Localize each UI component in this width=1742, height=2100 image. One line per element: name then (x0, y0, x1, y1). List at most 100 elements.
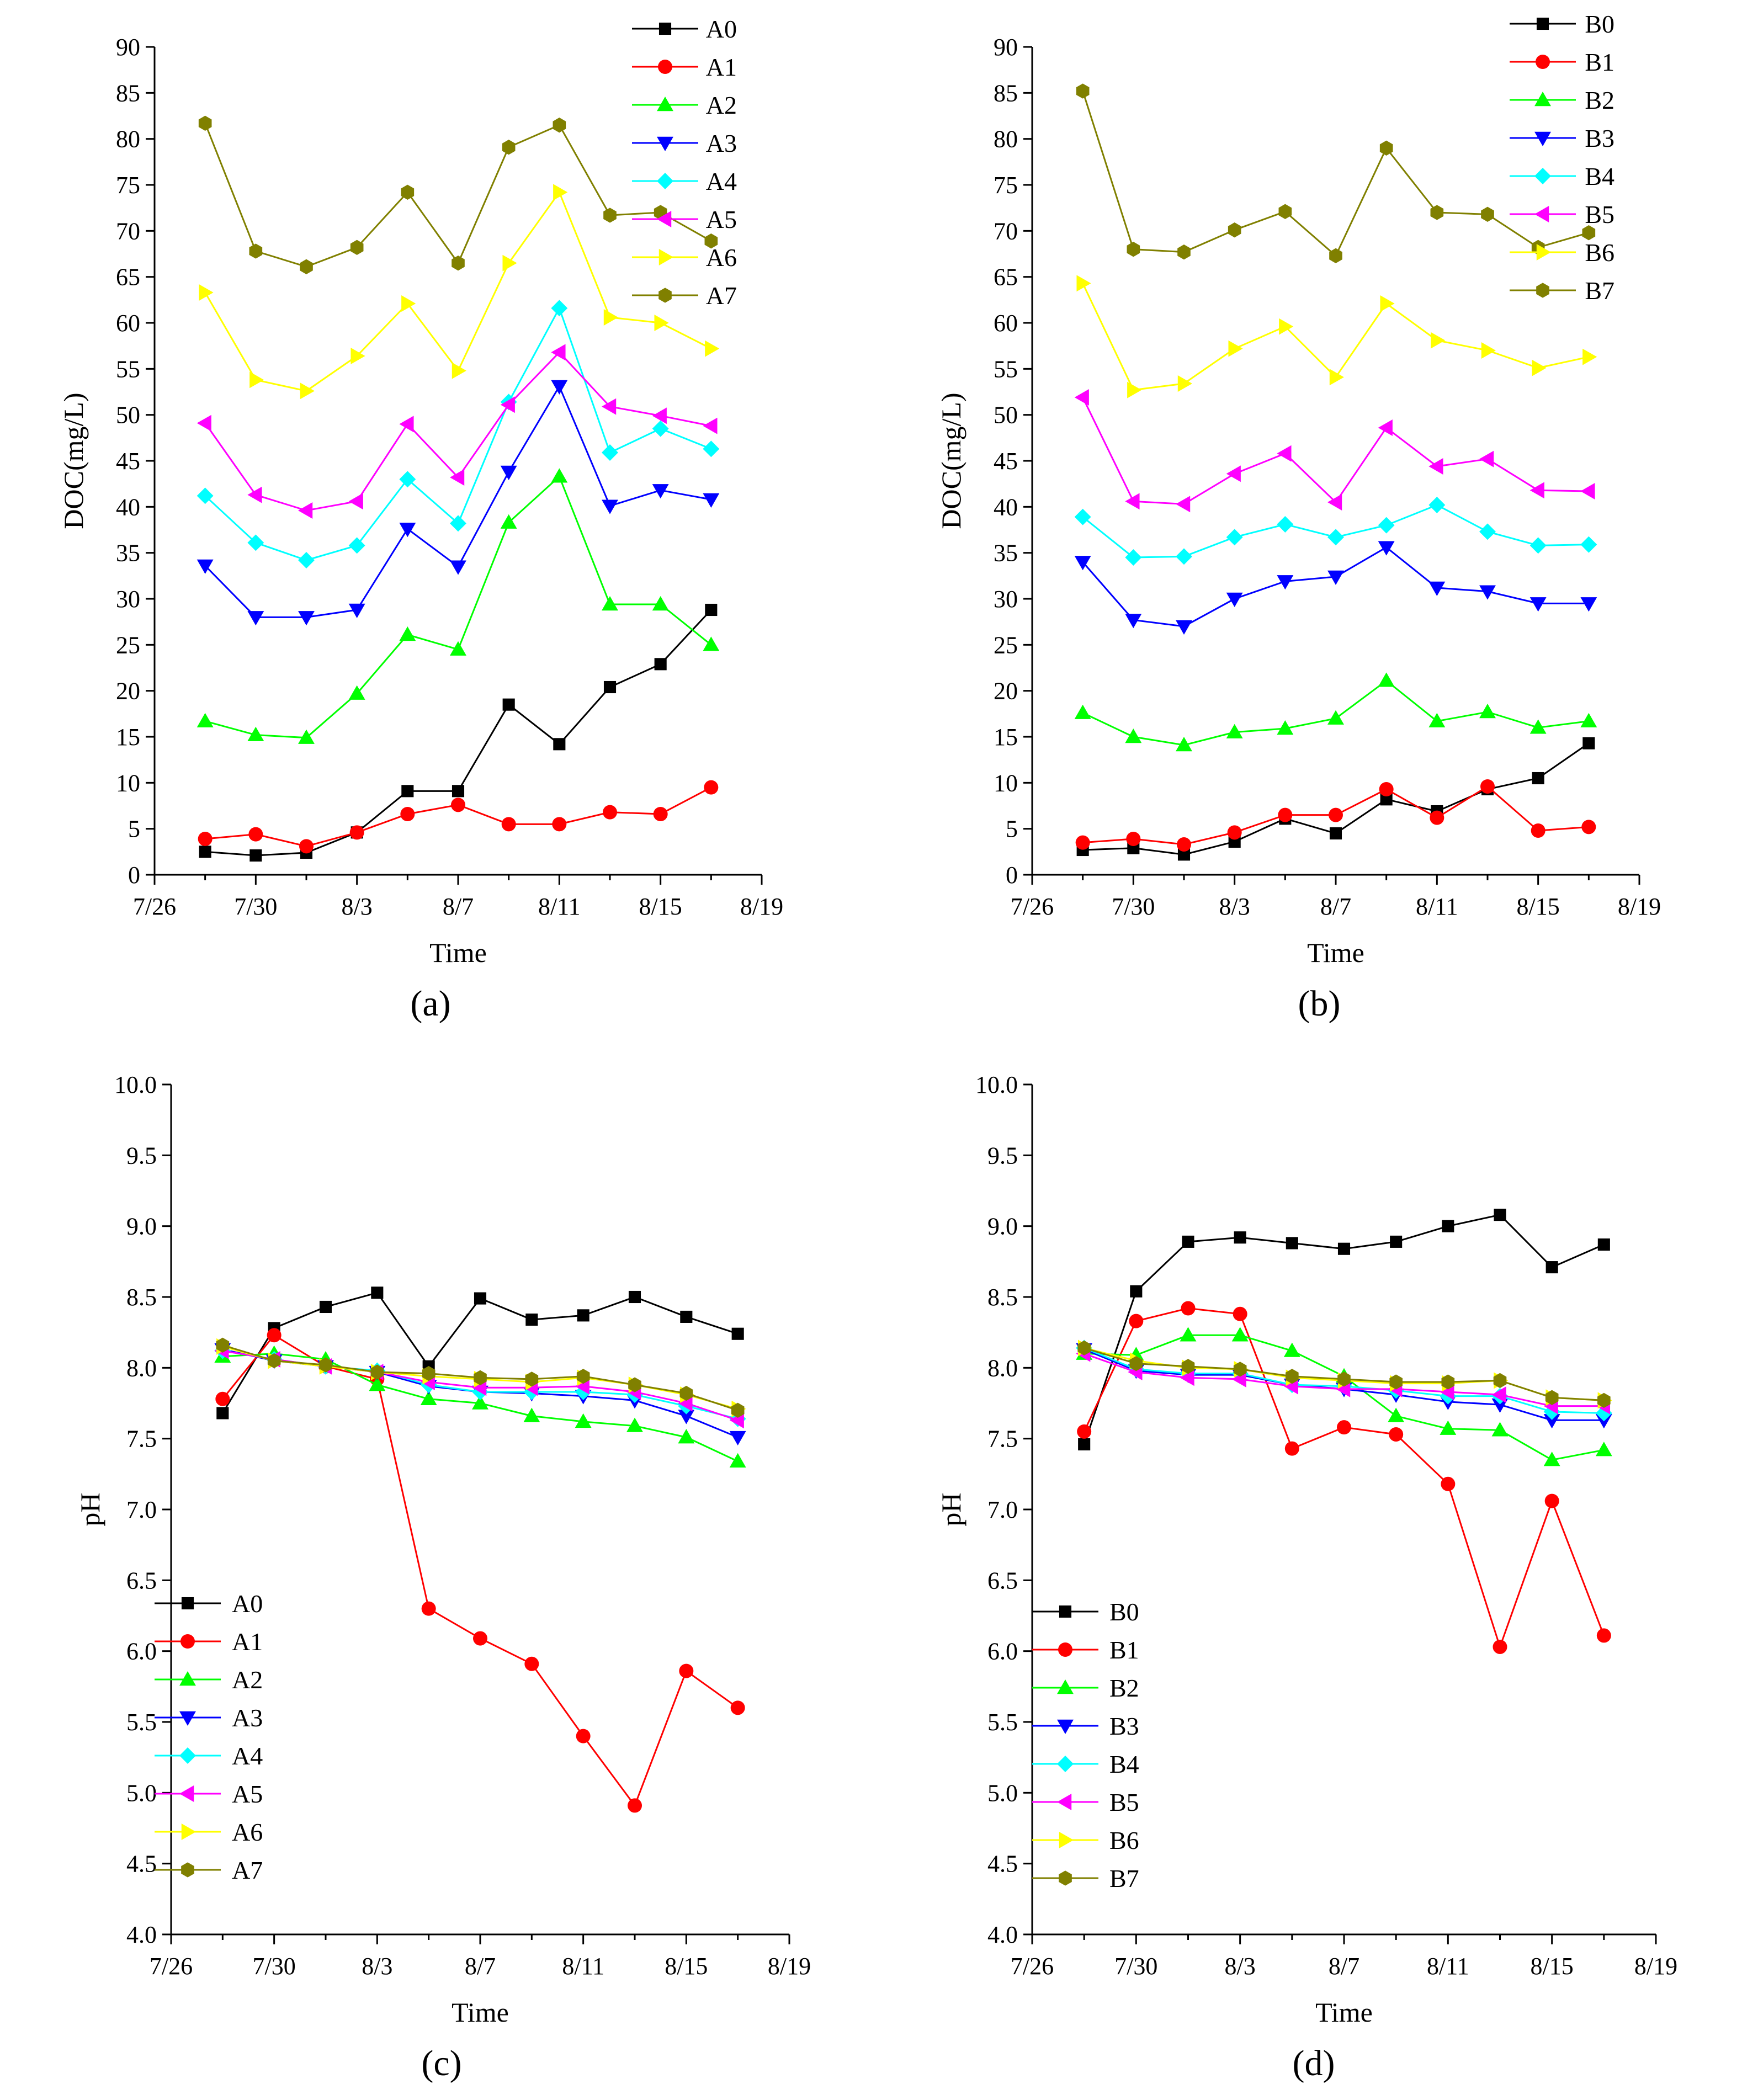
y-tick-label: 5 (1006, 816, 1018, 843)
legend-label: B6 (1585, 238, 1614, 267)
y-tick-label: 9.0 (987, 1213, 1018, 1240)
data-point-A7 (267, 1353, 281, 1369)
legend-label: A7 (232, 1856, 263, 1884)
data-point-A2 (729, 1453, 746, 1468)
data-point-A7 (422, 1365, 435, 1381)
data-point-B5 (1176, 496, 1191, 513)
data-point-A7 (576, 1369, 590, 1384)
series-B7 (1076, 83, 1596, 263)
legend-label: A5 (232, 1780, 263, 1808)
data-point-A7 (502, 140, 516, 155)
data-point-A2 (472, 1395, 488, 1410)
legend-item-B7: B7 (1510, 277, 1614, 305)
y-tick-label: 6.0 (987, 1638, 1018, 1665)
y-axis-title: pH (75, 1492, 105, 1526)
data-point-B1 (1544, 1493, 1559, 1508)
data-point-B4 (1074, 508, 1091, 525)
data-point-B1 (1181, 1301, 1196, 1316)
y-tick-label: 9.0 (126, 1213, 157, 1240)
data-point-B2 (1074, 704, 1091, 719)
x-tick-label: 7/26 (133, 893, 176, 920)
legend-item-A3: A3 (155, 1704, 263, 1732)
legend: A0 A1 A2 A3 A4 A5 A6 A7 (155, 1589, 263, 1884)
data-point-A4 (703, 440, 720, 458)
data-point-B2 (1125, 729, 1142, 743)
data-point-B4 (1125, 549, 1142, 566)
data-point-B3 (1226, 592, 1243, 607)
data-point-A7 (603, 208, 617, 223)
legend-label: A4 (232, 1742, 263, 1770)
data-point-A3 (729, 1431, 746, 1446)
legend-item-B3: B3 (1032, 1712, 1139, 1740)
data-point-A2 (602, 596, 618, 611)
data-point-A7 (198, 115, 212, 131)
data-point-B1 (1284, 1441, 1299, 1456)
data-point-A3 (298, 611, 315, 626)
data-point-B7 (1233, 1362, 1247, 1377)
data-point-B1 (1278, 807, 1293, 822)
data-point-A0 (577, 1309, 589, 1322)
data-point-A2 (551, 468, 568, 483)
legend-label: B6 (1109, 1826, 1139, 1854)
data-point-B2 (1226, 724, 1243, 738)
data-point-A3 (348, 603, 365, 618)
legend-item-B2: B2 (1032, 1674, 1139, 1702)
data-point-B7 (1545, 1390, 1559, 1405)
data-point-B0 (1390, 1235, 1403, 1248)
data-point-B0 (1337, 1242, 1351, 1255)
data-point-B0 (1380, 793, 1393, 806)
series-A0 (216, 1286, 744, 1420)
data-point-B1 (1493, 1639, 1507, 1654)
data-point-B1 (1379, 782, 1394, 796)
data-point-A2 (450, 641, 466, 656)
data-point-B2 (1428, 713, 1446, 727)
data-point-B6 (1380, 295, 1395, 312)
panel-label: (d) (1293, 2043, 1335, 2083)
data-point-B2 (1176, 737, 1192, 752)
legend-item-A0: A0 (632, 15, 737, 43)
data-point-B1 (1441, 1476, 1456, 1491)
data-point-A3 (247, 611, 264, 626)
data-point-B0 (1546, 1261, 1558, 1274)
x-tick-label: 8/3 (1219, 893, 1250, 920)
data-point-B1 (1480, 779, 1495, 794)
y-tick-label: 4.5 (126, 1851, 157, 1878)
data-point-B2 (1231, 1327, 1249, 1342)
legend-label: B7 (1109, 1864, 1139, 1892)
data-point-A3 (602, 499, 618, 514)
data-point-B1 (1337, 1420, 1351, 1435)
legend-label: B3 (1585, 124, 1614, 152)
data-point-A7 (704, 233, 718, 249)
data-point-A4 (450, 515, 466, 532)
data-point-A7 (452, 256, 465, 271)
data-point-B7 (1329, 248, 1342, 263)
data-point-B5 (1327, 494, 1342, 511)
legend-label: B7 (1585, 277, 1614, 305)
data-point-B2 (1277, 720, 1294, 735)
x-axis-title: Time (1315, 1997, 1373, 2028)
legend-item-B5: B5 (1032, 1788, 1139, 1816)
data-point-B6 (1329, 369, 1344, 386)
data-point-A1 (501, 817, 516, 832)
data-point-B4 (1176, 548, 1192, 565)
data-point-A1 (421, 1601, 436, 1616)
data-point-B4 (1226, 529, 1243, 546)
series-A2 (196, 468, 720, 744)
y-tick-label: 0 (1006, 862, 1018, 889)
data-point-A3 (703, 493, 720, 508)
legend-label: A7 (706, 281, 737, 310)
legend-label: B4 (1585, 162, 1614, 190)
legend-label: A0 (706, 15, 737, 43)
data-point-B7 (1582, 225, 1596, 241)
data-point-A6 (452, 362, 466, 379)
data-point-A5 (652, 407, 667, 424)
data-point-B1 (1233, 1306, 1247, 1321)
data-point-B7 (1379, 140, 1393, 156)
data-point-B6 (1481, 342, 1496, 359)
data-point-A0 (705, 603, 718, 616)
legend-item-A6: A6 (155, 1818, 263, 1846)
data-point-B0 (1442, 1220, 1454, 1232)
data-point-A1 (248, 827, 263, 842)
data-point-A0 (401, 785, 414, 798)
legend-marker-A3 (657, 136, 673, 151)
